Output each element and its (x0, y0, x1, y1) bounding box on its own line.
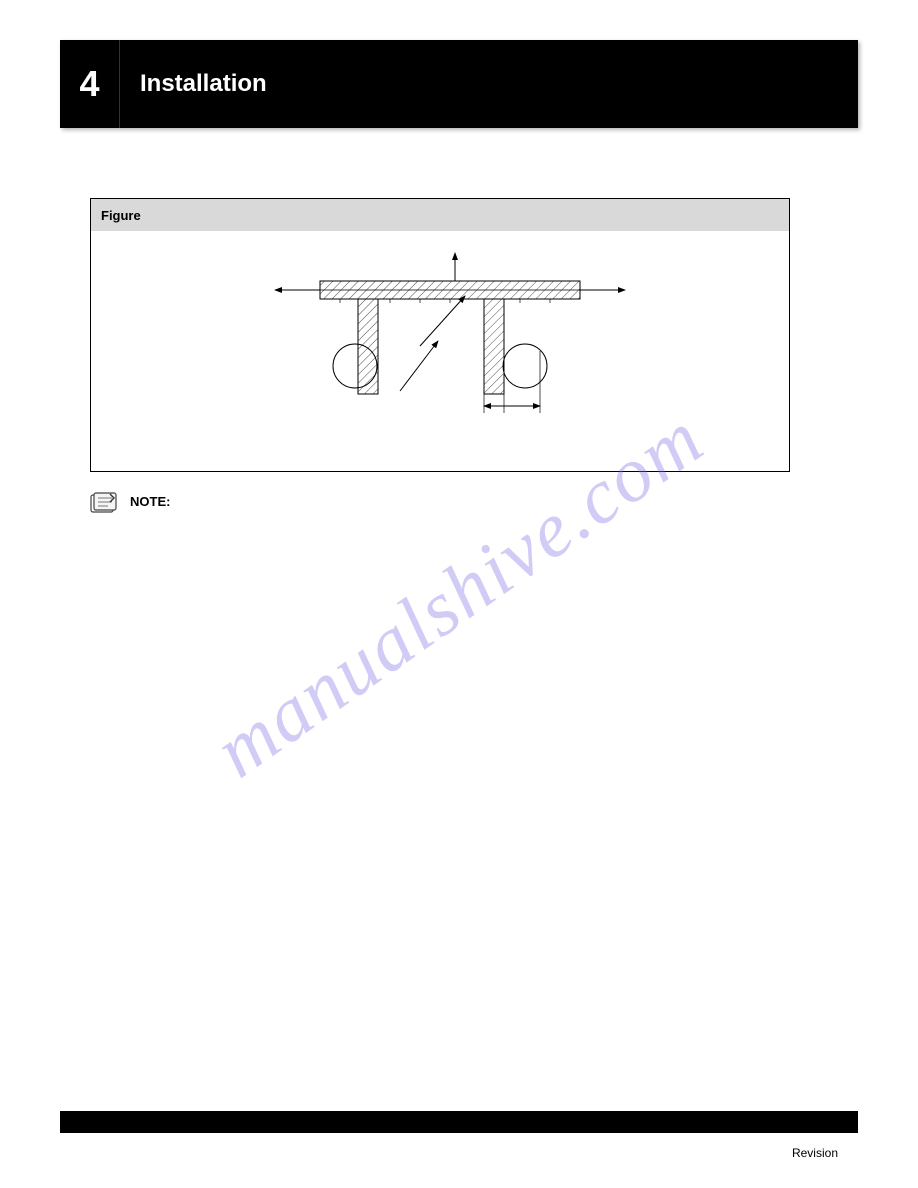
note-icon (90, 492, 118, 514)
header-section-number-box: 4 (60, 40, 120, 128)
diagram-leg-left (358, 299, 378, 394)
footer-revision: Revision (792, 1146, 838, 1160)
header-section-number: 4 (79, 63, 99, 105)
diagram-pointer-1 (420, 296, 465, 346)
note-row: NOTE: (90, 492, 858, 514)
diagram-detail-circle-right (503, 344, 547, 388)
diagram-leg-right (484, 299, 504, 394)
note-label: NOTE: (130, 494, 170, 509)
engineering-diagram (220, 241, 660, 441)
footer-bar (60, 1111, 858, 1133)
header-title: Installation (140, 70, 267, 98)
header-bar: 4 Installation (60, 40, 858, 128)
figure-body (91, 231, 789, 471)
figure-header: Figure (91, 199, 789, 231)
page-root: 4 Installation Figure (0, 0, 918, 1188)
figure-container: Figure (90, 198, 790, 472)
header-title-box: Installation (120, 40, 858, 128)
figure-header-text: Figure (101, 208, 141, 223)
diagram-pointer-2 (400, 341, 438, 391)
